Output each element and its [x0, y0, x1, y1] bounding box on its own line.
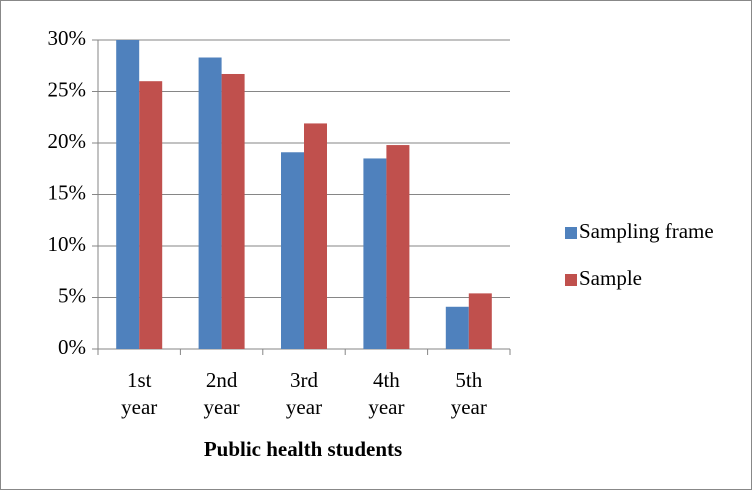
- legend-swatch: [565, 274, 577, 286]
- bar: [116, 40, 140, 349]
- bar: [386, 145, 410, 349]
- legend-label: Sampling frame: [579, 219, 714, 243]
- x-tick-label: 3rd year: [286, 368, 322, 419]
- y-tick-label: 30%: [48, 26, 87, 50]
- x-tick-label: 5th year: [451, 368, 487, 419]
- bar: [139, 81, 163, 349]
- y-tick-label: 20%: [48, 129, 87, 153]
- x-tick-label: 1st year: [121, 368, 157, 419]
- legend-swatch: [565, 227, 577, 239]
- bar: [445, 306, 469, 349]
- x-tick-label: 2nd year: [204, 368, 240, 419]
- x-tick-label: 4th year: [368, 368, 404, 419]
- x-axis-title: Public health students: [204, 437, 402, 461]
- bar: [198, 57, 222, 349]
- y-tick-label: 25%: [48, 77, 87, 101]
- legend-label: Sample: [579, 266, 642, 290]
- bar: [221, 73, 245, 350]
- bar: [304, 123, 327, 350]
- y-tick-label: 15%: [48, 180, 87, 204]
- y-tick-label: 5%: [58, 283, 86, 307]
- y-tick-label: 10%: [48, 232, 87, 256]
- y-tick-label: 0%: [58, 335, 86, 359]
- bar: [468, 293, 492, 349]
- bar: [281, 152, 304, 349]
- bar: [363, 158, 387, 349]
